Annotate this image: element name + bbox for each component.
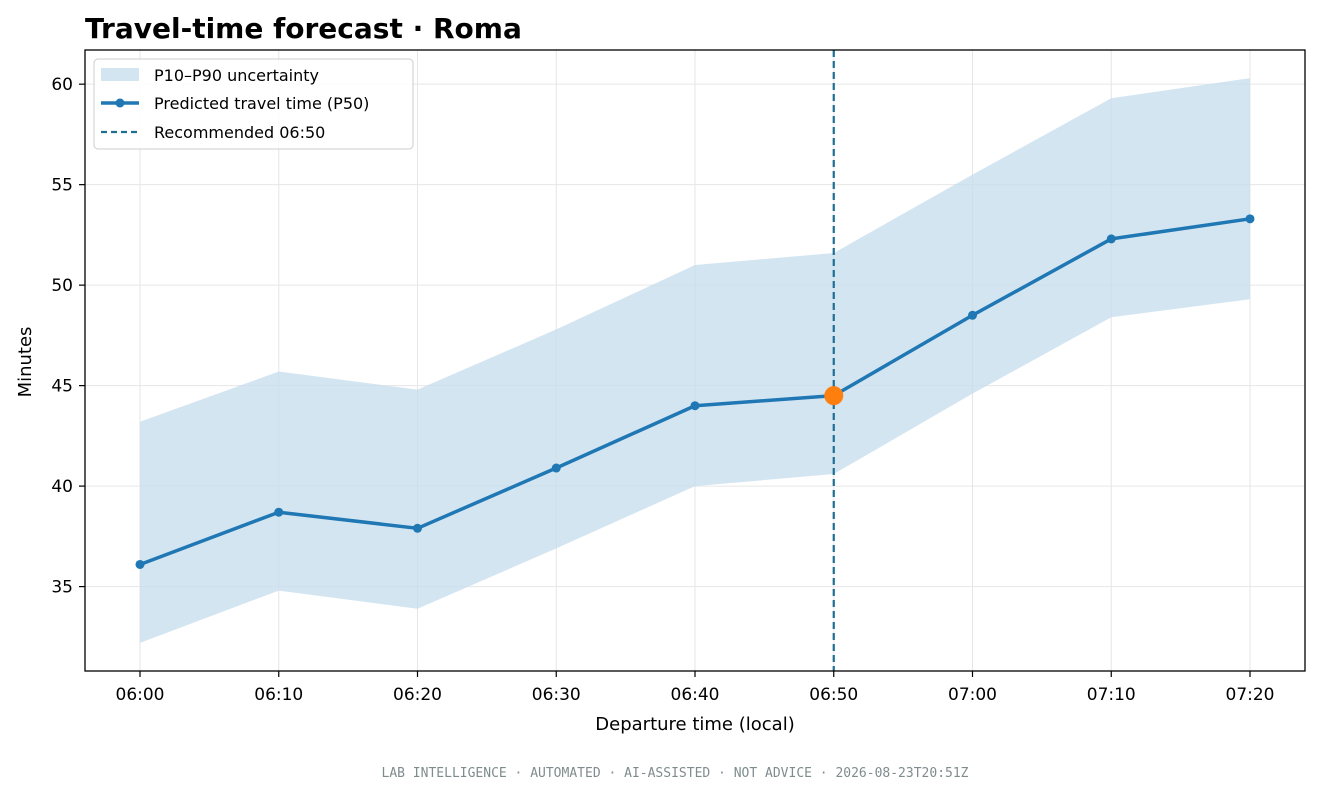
y-tick-label: 50: [51, 276, 73, 296]
data-point: [274, 507, 284, 517]
data-point: [1245, 214, 1255, 224]
y-axis-label: Minutes: [15, 327, 36, 398]
legend-recommended-label: Recommended 06:50: [154, 123, 325, 142]
uncertainty-band: [140, 78, 1250, 643]
y-tick-label: 40: [51, 477, 73, 497]
legend-line-label: Predicted travel time (P50): [154, 94, 369, 113]
uncertainty-band-layer: [140, 78, 1250, 643]
footer-disclaimer: LAB INTELLIGENCE · AUTOMATED · AI-ASSIST…: [382, 766, 969, 781]
legend-line-marker: [115, 98, 125, 108]
y-tick-label: 55: [51, 176, 73, 196]
chart-title: Travel-time forecast · Roma: [85, 12, 522, 45]
x-tick-label: 07:10: [1087, 685, 1136, 705]
legend-box: [93, 58, 414, 150]
y-axis-ticks: 35 40 45 50 55 60: [51, 75, 85, 598]
x-tick-label: 07:00: [948, 685, 997, 705]
legend-band-label: P10–P90 uncertainty: [154, 66, 319, 85]
x-tick-label: 07:20: [1226, 685, 1275, 705]
x-tick-label: 06:40: [671, 685, 720, 705]
data-point: [413, 523, 422, 533]
x-tick-label: 06:20: [393, 685, 442, 705]
x-tick-label: 06:50: [809, 685, 858, 705]
x-tick-label: 06:10: [254, 685, 303, 705]
legend-band-swatch: [101, 68, 139, 81]
x-axis-label: Departure time (local): [595, 714, 794, 735]
x-tick-label: 06:00: [116, 685, 165, 705]
data-point: [135, 559, 145, 569]
recommended-layer: [824, 50, 844, 671]
series-line-layer: [135, 214, 1255, 569]
data-point: [1106, 234, 1116, 244]
data-point: [551, 463, 561, 473]
data-point: [690, 401, 700, 411]
x-tick-label: 06:30: [532, 685, 581, 705]
recommended-marker: [824, 386, 844, 406]
y-tick-label: 45: [51, 377, 73, 397]
y-tick-label: 35: [51, 578, 73, 598]
data-point: [968, 310, 977, 320]
x-axis-ticks: 06:00 06:10 06:20 06:30 06:40 06:50 07:00 07:10…: [116, 671, 1275, 705]
legend: P10–P90 uncertainty Predicted travel tim…: [93, 58, 414, 150]
y-tick-label: 60: [51, 75, 73, 95]
